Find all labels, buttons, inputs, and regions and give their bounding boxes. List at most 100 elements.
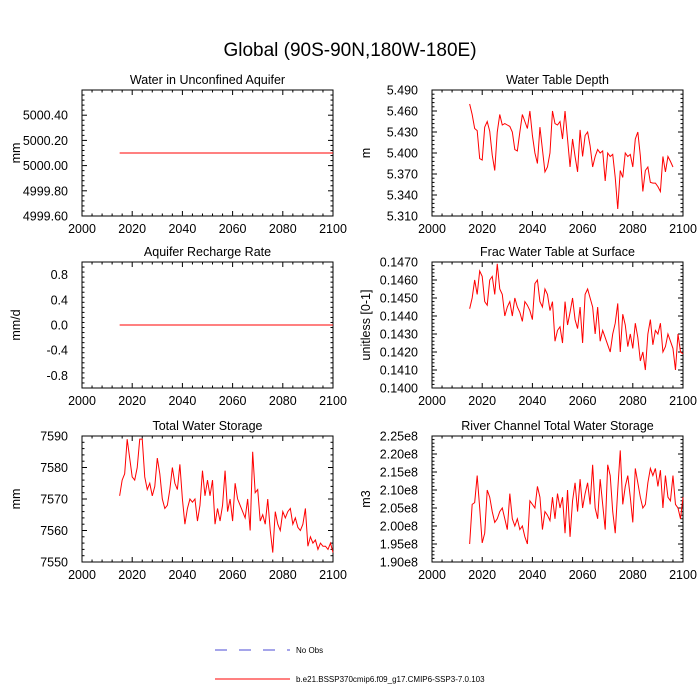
wtd-ytick-label: 5.460 bbox=[387, 105, 418, 119]
frac-ytick-label: 0.1410 bbox=[380, 364, 418, 378]
panel-river: River Channel Total Water Storage m3 2000 2… bbox=[359, 419, 697, 582]
wtd-series-line-0 bbox=[469, 103, 674, 210]
river-ytick-label: 1.95e8 bbox=[380, 538, 418, 552]
recharge-ylabel: mm/d bbox=[9, 309, 23, 340]
frac-ytick-label: 0.1440 bbox=[380, 310, 418, 324]
storage-xtick-label: 2060 bbox=[219, 568, 247, 582]
river-ytick-label: 2.10e8 bbox=[380, 484, 418, 498]
recharge-xtick-label: 2020 bbox=[118, 394, 146, 408]
river-xtick-label: 2080 bbox=[619, 568, 647, 582]
recharge-xtick-label: 2040 bbox=[168, 394, 196, 408]
frac-ytick-label: 0.1450 bbox=[380, 292, 418, 306]
storage-ytick-label: 7580 bbox=[40, 461, 68, 475]
panel-frac: Frac Water Table at Surface unitless [0-1… bbox=[359, 245, 697, 408]
storage-xtick-label: 2000 bbox=[68, 568, 96, 582]
recharge-ytick-label: 0.4 bbox=[51, 293, 68, 307]
river-ytick-label: 2.15e8 bbox=[380, 466, 418, 480]
storage-ytick-label: 7570 bbox=[40, 493, 68, 507]
panel-aquifer: Water in Unconfined Aquifer mm 2000 2020 204… bbox=[9, 73, 347, 236]
storage-series-line-0 bbox=[119, 438, 334, 553]
aquifer-ytick-label: 5000.40 bbox=[23, 109, 68, 123]
recharge-ytick-label: 0.8 bbox=[51, 268, 68, 282]
river-ytick-label: 2.25e8 bbox=[380, 430, 418, 444]
aquifer-xtick-label: 2040 bbox=[168, 222, 196, 236]
storage-xtick-label: 2100 bbox=[319, 568, 347, 582]
storage-xtick-label: 2040 bbox=[168, 568, 196, 582]
river-ytick-label: 2.05e8 bbox=[380, 502, 418, 516]
aquifer-ylabel: mm bbox=[9, 143, 23, 164]
wtd-xtick-label: 2060 bbox=[569, 222, 597, 236]
frac-series-line-0 bbox=[469, 263, 684, 371]
recharge-ytick-label: -0.4 bbox=[46, 344, 68, 358]
river-xtick-label: 2000 bbox=[418, 568, 446, 582]
frac-frame bbox=[431, 261, 684, 389]
river-series-line-0 bbox=[469, 450, 684, 545]
wtd-ytick-label: 5.430 bbox=[387, 126, 418, 140]
aquifer-xtick-label: 2060 bbox=[219, 222, 247, 236]
storage-xtick-label: 2080 bbox=[269, 568, 297, 582]
wtd-ylabel: m bbox=[359, 148, 373, 158]
legend-model-label: b.e21.BSSP370cmip6.f09_g17.CMIP6-SSP3-7.… bbox=[296, 675, 485, 684]
frac-xtick-label: 2000 bbox=[418, 394, 446, 408]
panel-recharge: Aquifer Recharge Rate mm/d 2000 2020 2040 206… bbox=[9, 245, 347, 408]
storage-frame bbox=[81, 435, 334, 563]
river-ytick-label: 1.90e8 bbox=[380, 556, 418, 570]
river-xtick-label: 2100 bbox=[669, 568, 697, 582]
frac-xtick-label: 2060 bbox=[569, 394, 597, 408]
recharge-ytick-label: 0.0 bbox=[51, 319, 68, 333]
river-ytick-label: 2.00e8 bbox=[380, 520, 418, 534]
aquifer-ytick-label: 4999.80 bbox=[23, 184, 68, 198]
aquifer-ytick-label: 5000.20 bbox=[23, 134, 68, 148]
frac-xtick-label: 2080 bbox=[619, 394, 647, 408]
storage-ytick-label: 7560 bbox=[40, 524, 68, 538]
panel-storage: Total Water Storage mm 2000 2020 2040 2060 208… bbox=[9, 419, 347, 582]
wtd-ytick-label: 5.310 bbox=[387, 210, 418, 224]
aquifer-ytick-label: 5000.00 bbox=[23, 159, 68, 173]
wtd-xtick-label: 2100 bbox=[669, 222, 697, 236]
frac-xtick-label: 2100 bbox=[669, 394, 697, 408]
storage-title: Total Water Storage bbox=[152, 419, 262, 433]
river-xtick-label: 2060 bbox=[569, 568, 597, 582]
wtd-ytick-label: 5.490 bbox=[387, 84, 418, 98]
panel-wtd: Water Table Depth m 2000 2020 2040 2060 2080 21… bbox=[359, 73, 697, 236]
recharge-title: Aquifer Recharge Rate bbox=[144, 245, 271, 259]
frac-ytick-label: 0.1470 bbox=[380, 256, 418, 270]
wtd-title: Water Table Depth bbox=[506, 73, 609, 87]
storage-ytick-label: 7590 bbox=[40, 430, 68, 444]
river-title: River Channel Total Water Storage bbox=[461, 419, 654, 433]
frac-ytick-label: 0.1420 bbox=[380, 346, 418, 360]
aquifer-xtick-label: 2080 bbox=[269, 222, 297, 236]
frac-ytick-label: 0.1430 bbox=[380, 328, 418, 342]
aquifer-title: Water in Unconfined Aquifer bbox=[130, 73, 285, 87]
river-ylabel: m3 bbox=[359, 490, 373, 507]
aquifer-xtick-label: 2000 bbox=[68, 222, 96, 236]
wtd-ytick-label: 5.400 bbox=[387, 147, 418, 161]
river-xtick-label: 2040 bbox=[518, 568, 546, 582]
wtd-xtick-label: 2020 bbox=[468, 222, 496, 236]
recharge-xtick-label: 2060 bbox=[219, 394, 247, 408]
wtd-ytick-label: 5.370 bbox=[387, 168, 418, 182]
storage-xtick-label: 2020 bbox=[118, 568, 146, 582]
frac-ytick-label: 0.1400 bbox=[380, 382, 418, 396]
recharge-ytick-label: -0.8 bbox=[46, 369, 68, 383]
river-ytick-label: 2.20e8 bbox=[380, 448, 418, 462]
frac-xtick-label: 2040 bbox=[518, 394, 546, 408]
wtd-ytick-label: 5.340 bbox=[387, 189, 418, 203]
storage-ylabel: mm bbox=[9, 489, 23, 510]
frac-ylabel: unitless [0-1] bbox=[359, 290, 373, 361]
aquifer-xtick-label: 2020 bbox=[118, 222, 146, 236]
wtd-frame bbox=[431, 89, 684, 217]
river-xtick-label: 2020 bbox=[468, 568, 496, 582]
recharge-xtick-label: 2000 bbox=[68, 394, 96, 408]
legend: No Obs b.e21.BSSP370cmip6.f09_g17.CMIP6-… bbox=[215, 646, 485, 684]
recharge-xtick-label: 2100 bbox=[319, 394, 347, 408]
recharge-xtick-label: 2080 bbox=[269, 394, 297, 408]
frac-ytick-label: 0.1460 bbox=[380, 274, 418, 288]
wtd-xtick-label: 2000 bbox=[418, 222, 446, 236]
aquifer-xtick-label: 2100 bbox=[319, 222, 347, 236]
frac-title: Frac Water Table at Surface bbox=[480, 245, 635, 259]
figure-title: Global (90S-90N,180W-180E) bbox=[223, 40, 476, 61]
wtd-xtick-label: 2040 bbox=[518, 222, 546, 236]
aquifer-ytick-label: 4999.60 bbox=[23, 210, 68, 224]
